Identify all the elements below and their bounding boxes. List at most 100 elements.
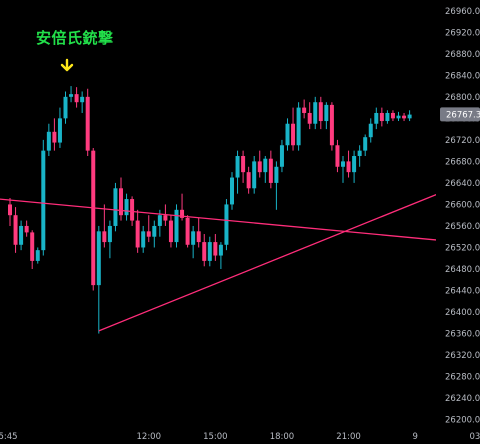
candle-body <box>13 215 18 245</box>
candle-body <box>57 118 62 143</box>
price-tick-label: 26800.0 <box>445 93 480 103</box>
time-axis-background <box>0 425 480 444</box>
candle-body <box>213 242 218 256</box>
candle-body <box>19 225 24 245</box>
candle-body <box>363 137 368 151</box>
candle-body <box>157 215 162 226</box>
candle-body <box>163 215 168 221</box>
candle-body <box>252 161 257 189</box>
candle-body <box>80 96 85 103</box>
candle-body <box>141 231 146 248</box>
candle-body <box>346 161 351 173</box>
candle-body <box>230 177 234 205</box>
candle-body <box>196 231 201 243</box>
candle-body <box>335 145 340 167</box>
candle-body <box>146 231 151 237</box>
price-tick-label: 26360.0 <box>445 330 480 340</box>
candle-body <box>113 188 118 226</box>
price-tick-label: 26680.0 <box>445 157 480 167</box>
candle-body <box>191 231 196 245</box>
price-axis[interactable]: 26200.0 26240.0 26280.0 26320.0 26360.0 26400… <box>436 0 480 444</box>
candle-body <box>357 150 362 157</box>
candle-body <box>235 156 240 178</box>
candle-body <box>379 112 384 122</box>
candle-body <box>24 225 29 233</box>
candle-body <box>30 232 35 261</box>
time-tick-label: 5:45 <box>0 432 18 442</box>
candle-body <box>302 107 307 113</box>
candle-body <box>285 123 290 146</box>
candle-body <box>257 161 262 173</box>
candle-body <box>390 112 395 119</box>
trendline[interactable] <box>98 116 480 332</box>
candle-body <box>274 166 279 183</box>
candle-body <box>41 150 46 251</box>
price-tick-label: 26840.0 <box>445 71 480 81</box>
price-tick-label: 26280.0 <box>445 373 480 383</box>
last-price-text: 26767.3 <box>446 110 480 120</box>
candle-body <box>318 102 323 122</box>
candle-body <box>291 123 296 146</box>
candle-body <box>402 115 407 119</box>
candle-body <box>307 112 312 124</box>
price-tick-label: 26520.0 <box>445 243 480 253</box>
candles <box>8 86 412 334</box>
time-tick-label: 12:00 <box>137 432 162 442</box>
candle-body <box>174 209 179 243</box>
candle-body <box>324 104 329 122</box>
candle-body <box>107 225 112 243</box>
arrow-down-icon <box>60 58 74 72</box>
candle-body <box>96 231 101 286</box>
candle-body <box>407 114 412 119</box>
price-tick-label: 26720.0 <box>445 136 480 146</box>
candle-body <box>207 242 212 261</box>
candle-body <box>396 115 401 119</box>
candle-body <box>85 96 90 151</box>
candle-body <box>168 220 173 243</box>
candle-body <box>296 107 301 146</box>
candle-body <box>374 112 379 124</box>
candle-body <box>368 123 373 138</box>
price-tick-label: 26400.0 <box>445 308 480 318</box>
last-price-badge <box>440 107 480 122</box>
candle-body <box>35 250 40 261</box>
candle-body <box>152 225 157 237</box>
candle-body <box>224 204 229 245</box>
time-tick-label: 03:00 <box>470 432 480 442</box>
candle-body <box>46 131 51 151</box>
price-tick-label: 26640.0 <box>445 179 480 189</box>
candle-body <box>63 96 68 119</box>
candle-body <box>341 161 345 167</box>
time-tick-label: 18:00 <box>270 432 295 442</box>
candle-body <box>185 217 190 245</box>
trendlines[interactable] <box>0 116 480 332</box>
candle-body <box>268 158 273 183</box>
price-tick-label: 26480.0 <box>445 265 480 275</box>
candle-body <box>91 150 96 286</box>
candle-body <box>119 188 123 216</box>
candle-body <box>74 94 79 103</box>
price-tick-label: 26560.0 <box>445 222 480 232</box>
candle-body <box>102 231 107 243</box>
annotation-label: 安倍氏銃撃 <box>36 29 114 47</box>
price-tick-label: 26240.0 <box>445 394 480 404</box>
candle-body <box>180 209 185 218</box>
price-axis-background <box>436 0 480 444</box>
candle-body <box>8 204 12 216</box>
candle-body <box>218 244 223 256</box>
candle-body <box>263 158 268 173</box>
candle-body <box>202 242 207 261</box>
candle-body <box>135 220 140 248</box>
price-tick-label: 26960.0 <box>445 7 480 17</box>
price-tick-label: 26600.0 <box>445 200 480 210</box>
last-price-tag: 26767.3 <box>440 107 480 122</box>
price-tick-label: 26200.0 <box>445 416 480 426</box>
price-tick-label: 26440.0 <box>445 287 480 297</box>
candle-body <box>69 94 74 97</box>
candle-body <box>246 172 251 189</box>
trendline[interactable] <box>0 198 480 258</box>
time-tick-label: 15:00 <box>203 432 228 442</box>
time-tick-label: 9 <box>412 432 417 442</box>
